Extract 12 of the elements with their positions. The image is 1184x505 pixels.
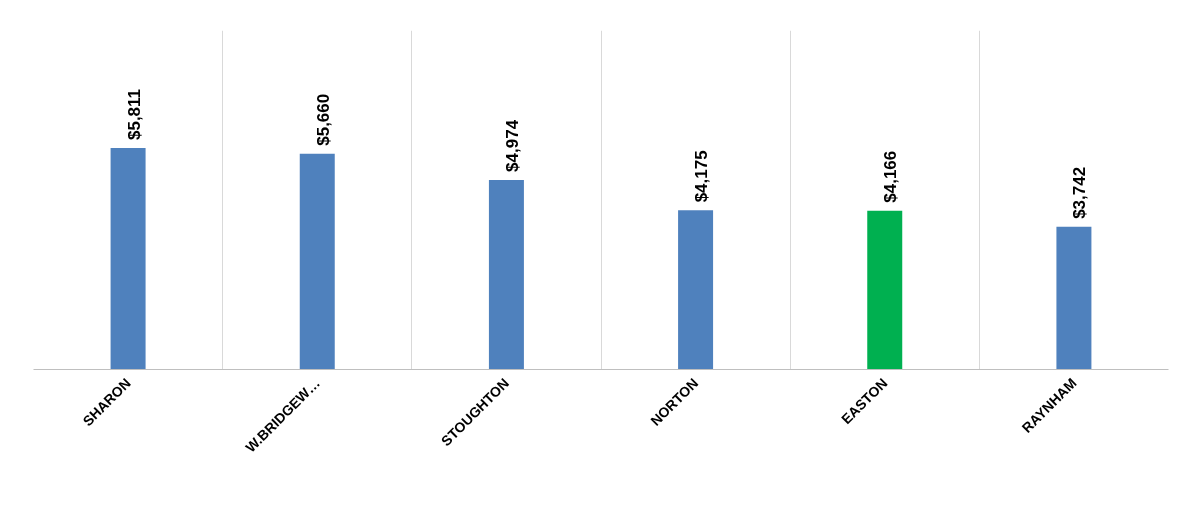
bar — [867, 210, 903, 370]
bar — [299, 153, 335, 370]
data-label: $3,742 — [1070, 166, 1090, 219]
bar — [1056, 226, 1092, 370]
data-label: $5,811 — [124, 88, 144, 141]
bar — [110, 148, 146, 370]
data-label: $5,660 — [313, 93, 333, 146]
bar — [488, 179, 524, 370]
data-label: $4,166 — [881, 150, 901, 203]
bar — [678, 210, 714, 370]
data-label: $4,974 — [502, 119, 522, 172]
data-label: $4,175 — [692, 150, 712, 203]
